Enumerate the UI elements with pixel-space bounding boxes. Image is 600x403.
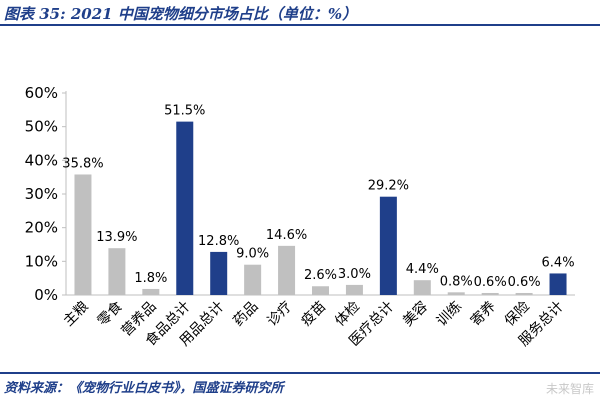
bar [210,251,228,295]
bars [74,121,567,295]
category-label: 训练 [434,299,465,330]
y-tick-label: 0% [34,286,58,304]
y-tick-label: 20% [25,219,58,237]
y-tick-label: 50% [25,118,58,136]
figure-title: 图表 35: 2021 中国宠物细分市场占比（单位：%） [4,5,358,23]
bar [447,292,465,295]
bar [413,280,431,295]
watermark: 未来智库 [545,382,594,396]
bar [278,245,296,295]
bar [515,292,533,295]
data-label: 13.9% [96,230,137,245]
data-label: 12.8% [198,234,239,249]
category-label: 疫苗 [298,299,329,330]
y-tick-label: 10% [25,252,58,270]
y-tick-label: 30% [25,185,58,203]
source-note: 资料来源：《宠物行业白皮书》，国盛证券研究所 [4,381,284,396]
bar [142,288,160,295]
bar [244,264,262,295]
data-label: 0.6% [508,275,541,290]
bar [176,121,194,295]
title-rule [0,24,600,26]
category-label: 主粮 [61,299,92,330]
bar [481,292,499,295]
data-label: 4.4% [406,262,439,277]
data-label: 6.4% [542,255,575,270]
data-label: 0.6% [474,275,507,290]
data-label: 51.5% [164,104,205,119]
category-label: 药品 [230,299,261,330]
bar [312,286,329,295]
category-label: 诊疗 [264,299,295,330]
data-label: 14.6% [266,228,307,243]
data-label: 3.0% [338,267,371,282]
category-label: 寄养 [467,298,499,330]
bar [345,284,363,295]
data-label: 0.8% [440,274,473,289]
data-label: 9.0% [236,247,269,262]
bar [108,248,126,295]
y-tick-label: 40% [25,151,58,169]
data-label: 29.2% [368,179,409,194]
axes: 0% 10% 20% 30% 40% 50% 60% [25,84,575,304]
category-label: 美容 [399,298,431,330]
bar [549,273,567,295]
data-labels: 35.8% 13.9% 1.8% 51.5% 12.8%9.0% 14.6% 2.6% 3.0… [62,104,574,290]
source-rule [0,372,600,374]
data-label: 35.8% [62,156,103,171]
bar [74,174,92,295]
bar [379,196,397,295]
data-label: 1.8% [134,271,167,286]
y-tick-label: 60% [25,84,58,102]
data-label: 2.6% [304,268,337,283]
